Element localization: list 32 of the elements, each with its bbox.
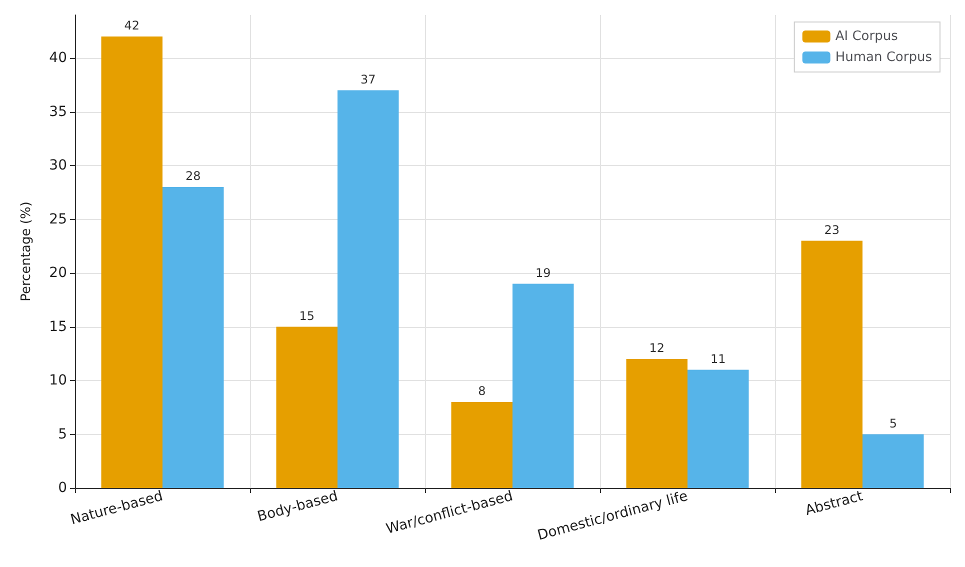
y-tick-label: 0 — [58, 480, 67, 496]
data-label: 37 — [360, 72, 376, 86]
bar — [451, 402, 512, 488]
bar — [626, 359, 688, 488]
legend-label: Human Corpus — [835, 50, 932, 65]
data-label: 8 — [478, 384, 486, 398]
data-label: 11 — [710, 352, 726, 366]
y-tick-label: 25 — [49, 211, 67, 228]
y-axis-title: Percentage (%) — [19, 202, 34, 302]
y-tick-label: 40 — [49, 50, 67, 66]
data-label: 42 — [124, 18, 140, 32]
bar — [101, 36, 162, 488]
bar — [801, 240, 862, 488]
bar — [276, 326, 338, 488]
bar — [338, 90, 399, 488]
data-label: 28 — [185, 169, 201, 183]
bar — [162, 187, 224, 488]
data-label: 23 — [824, 222, 840, 237]
y-tick-label: 15 — [49, 318, 67, 335]
legend-label: AI Corpus — [835, 29, 898, 44]
y-tick-label: 5 — [58, 426, 67, 442]
data-label: 15 — [299, 308, 315, 323]
y-tick-label: 30 — [49, 158, 67, 174]
y-tick-label: 20 — [49, 265, 67, 281]
data-label: 19 — [535, 266, 551, 280]
data-label: 5 — [889, 416, 897, 430]
data-label: 12 — [649, 341, 665, 355]
y-tick-label: 10 — [49, 372, 67, 388]
bar — [862, 434, 924, 488]
y-tick-label: 35 — [49, 104, 67, 120]
bar — [688, 370, 749, 488]
bar — [512, 284, 574, 488]
